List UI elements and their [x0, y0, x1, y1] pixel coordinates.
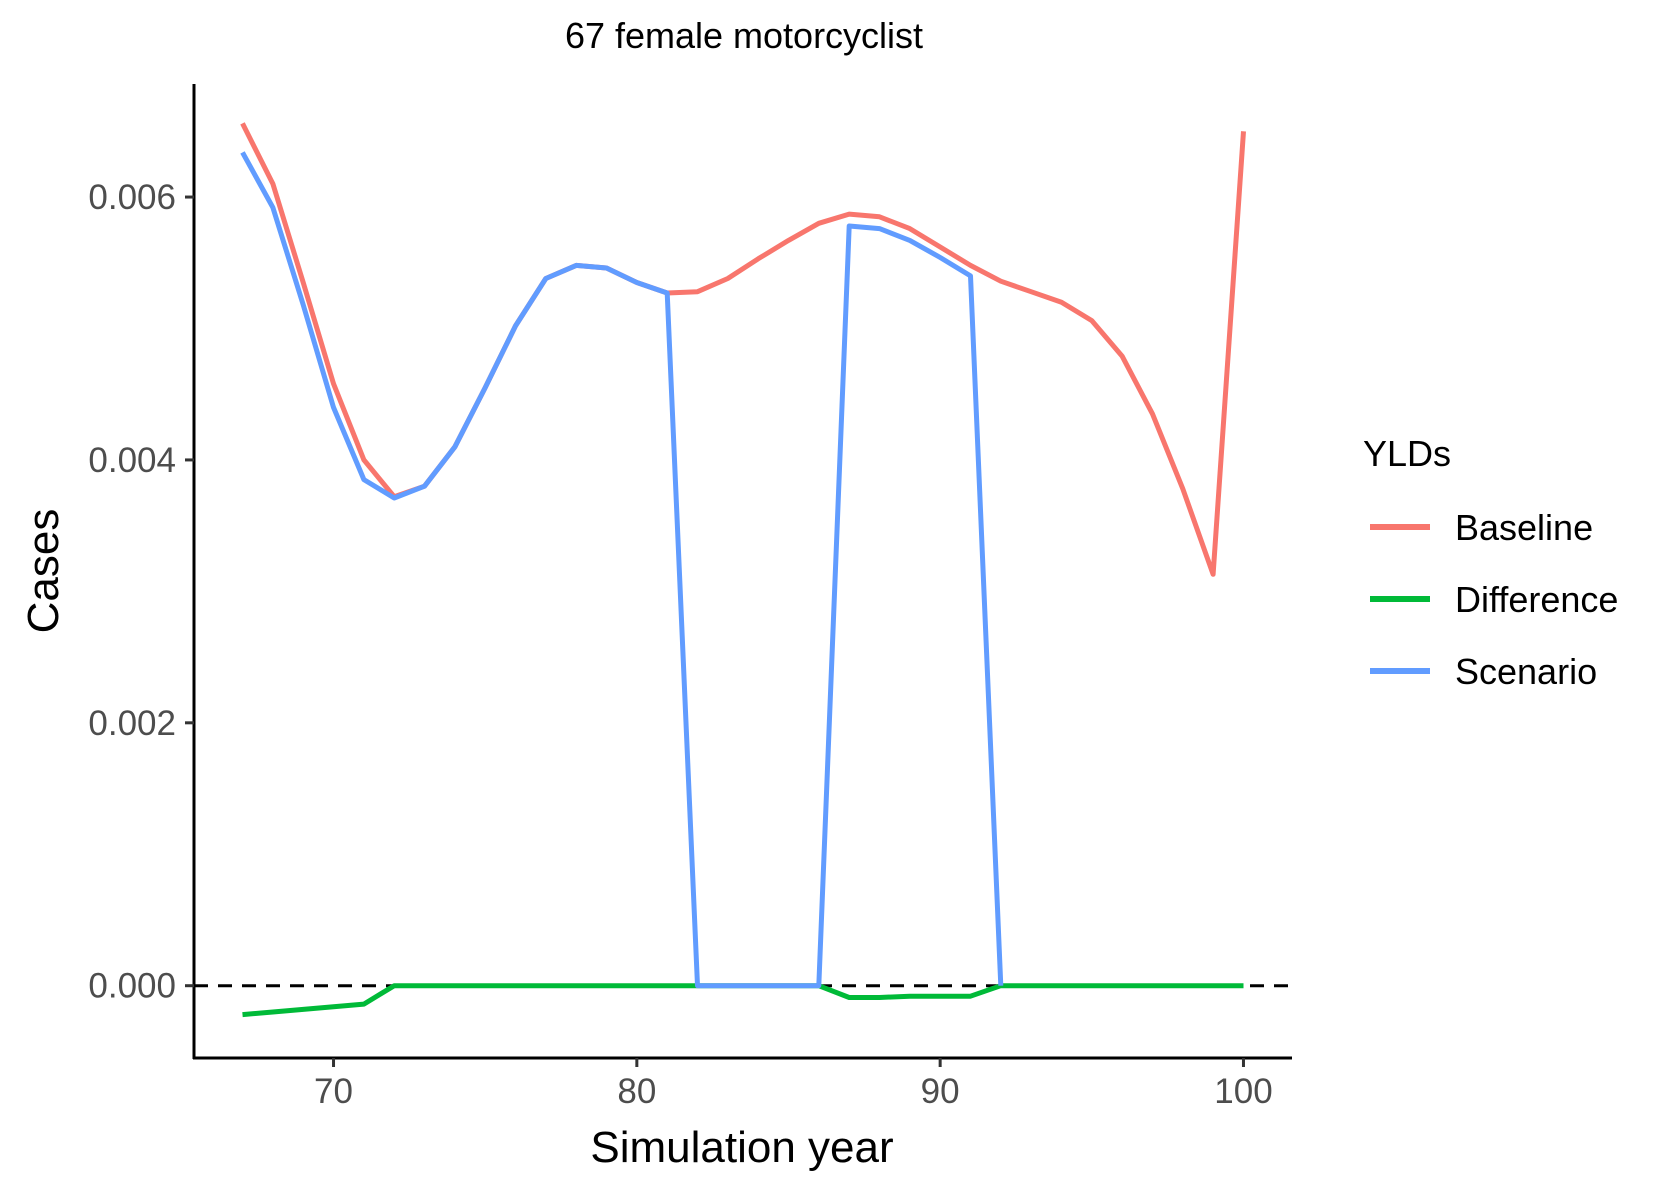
series-line-baseline [240, 122, 1246, 577]
legend-label-difference: Difference [1455, 579, 1618, 620]
plot-area: 0.000 0.002 0.004 0.006 70 80 90 100 [88, 84, 1292, 1111]
legend: YLDs Baseline Difference Scenario [1363, 433, 1618, 692]
y-tick-label: 0.002 [88, 704, 176, 743]
chart-title: 67 female motorcyclist [565, 15, 923, 56]
series-lines [240, 122, 1246, 1018]
series-line-scenario [240, 151, 1004, 989]
y-tick-label: 0.004 [88, 441, 176, 480]
y-tick-label: 0.000 [88, 967, 176, 1006]
series-line-difference [242, 983, 1244, 1018]
y-axis-label: Cases [19, 509, 68, 634]
x-tick-label: 90 [921, 1072, 960, 1111]
y-axis-ticks: 0.000 0.002 0.004 0.006 [88, 178, 194, 1006]
x-tick-label: 70 [314, 1072, 353, 1111]
x-tick-label: 80 [617, 1072, 656, 1111]
x-tick-label: 100 [1214, 1072, 1272, 1111]
legend-label-baseline: Baseline [1455, 507, 1593, 548]
legend-label-scenario: Scenario [1455, 651, 1597, 692]
y-tick-label: 0.006 [88, 178, 176, 217]
x-axis-ticks: 70 80 90 100 [314, 1058, 1273, 1111]
legend-title: YLDs [1363, 433, 1451, 474]
x-axis-label: Simulation year [590, 1123, 893, 1172]
legend-entries: Baseline Difference Scenario [1370, 507, 1618, 692]
